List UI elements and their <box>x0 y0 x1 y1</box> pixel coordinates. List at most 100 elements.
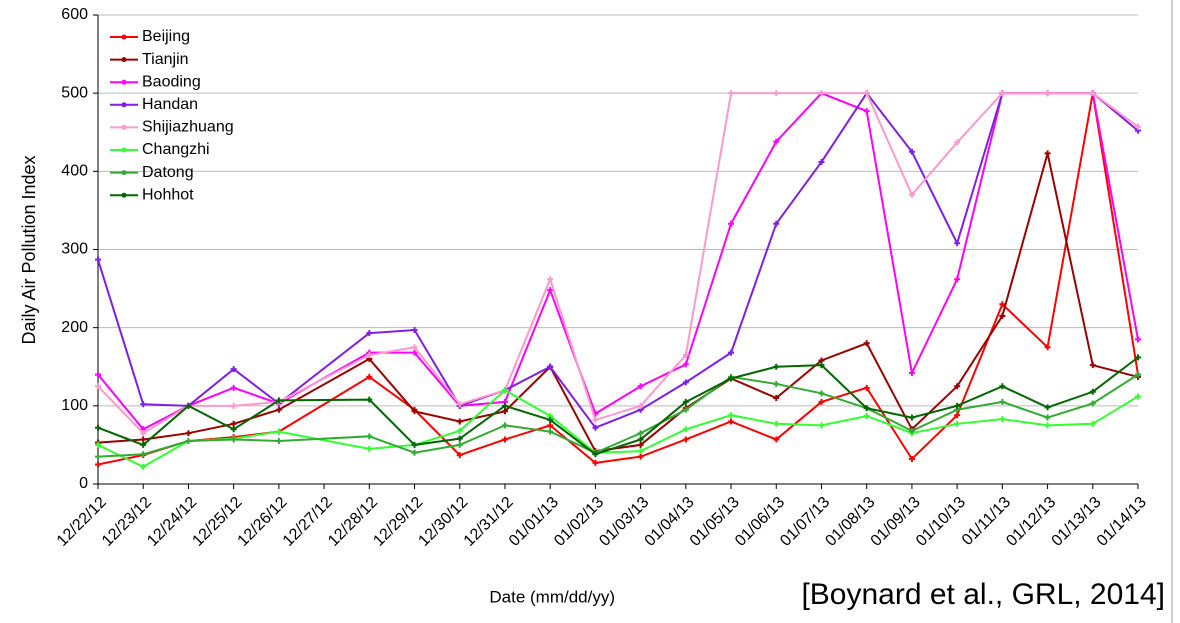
data-point <box>95 461 101 468</box>
data-point <box>954 383 961 390</box>
series-line <box>97 388 1139 468</box>
data-point <box>818 390 825 397</box>
data-point <box>140 430 147 437</box>
data-point <box>773 420 780 427</box>
data-point <box>637 383 644 390</box>
data-point <box>140 441 147 448</box>
data-point <box>95 256 101 263</box>
data-point <box>411 349 418 356</box>
legend-label: Shijiazhuang <box>142 119 234 136</box>
data-point <box>954 139 961 146</box>
data-point <box>954 420 961 427</box>
data-point <box>863 412 870 419</box>
data-point <box>1044 344 1051 351</box>
data-point <box>908 148 915 155</box>
data-point <box>637 453 644 460</box>
data-point <box>818 90 825 97</box>
data-point <box>1044 414 1051 421</box>
data-point <box>818 398 825 405</box>
data-point <box>140 451 147 458</box>
data-point <box>954 276 961 283</box>
legend-marker <box>121 170 127 176</box>
data-point <box>1044 404 1051 411</box>
data-point <box>818 362 825 369</box>
series-line <box>97 91 1139 429</box>
data-point <box>592 416 599 423</box>
series-line <box>97 153 1139 453</box>
legend-label: Datong <box>142 164 194 181</box>
data-point <box>954 412 961 419</box>
legend-label: Hohhot <box>142 186 194 203</box>
data-point <box>728 375 735 382</box>
legend-marker <box>121 57 127 63</box>
data-point <box>275 406 282 413</box>
data-point <box>95 453 101 460</box>
x-axis-label: Date (mm/dd/yy) <box>489 587 615 606</box>
data-point <box>863 108 870 115</box>
data-point <box>592 424 599 431</box>
data-point <box>818 422 825 429</box>
data-point <box>275 428 282 435</box>
legend-label: Tianjin <box>142 51 189 68</box>
x-tick-label: 01/10/13 <box>913 494 969 550</box>
series-line <box>97 91 1139 431</box>
data-point <box>230 426 237 433</box>
data-point <box>908 427 915 434</box>
data-point <box>230 384 237 391</box>
y-tick-label: 100 <box>61 397 88 414</box>
data-point <box>456 401 463 408</box>
legend-marker <box>121 124 127 130</box>
data-point <box>411 441 418 448</box>
data-point <box>501 387 508 394</box>
series-line <box>97 92 1139 466</box>
x-tick-label: 01/14/13 <box>1094 494 1150 550</box>
data-point <box>999 90 1006 97</box>
data-point <box>501 402 508 409</box>
data-point <box>95 424 101 431</box>
data-point <box>275 438 282 445</box>
data-point <box>728 220 735 227</box>
y-tick-label: 300 <box>61 241 88 258</box>
data-point <box>728 90 735 97</box>
data-point <box>954 240 961 247</box>
data-point <box>682 406 689 413</box>
legend-marker <box>121 147 127 153</box>
data-point <box>863 340 870 347</box>
data-point <box>456 441 463 448</box>
y-tick-label: 500 <box>61 84 88 101</box>
data-point <box>999 383 1006 390</box>
data-point <box>999 398 1006 405</box>
data-point <box>728 418 735 425</box>
data-point <box>366 445 373 452</box>
data-point <box>592 459 599 466</box>
data-point <box>95 383 101 390</box>
data-point <box>908 370 915 377</box>
data-point <box>547 428 554 435</box>
data-point <box>411 344 418 351</box>
data-point <box>682 352 689 359</box>
legend-marker <box>121 192 127 198</box>
legend-marker <box>121 102 127 108</box>
data-point <box>1044 90 1051 97</box>
data-point <box>366 352 373 359</box>
y-tick-label: 400 <box>61 163 88 180</box>
data-point <box>547 363 554 370</box>
data-point <box>366 373 373 380</box>
data-point <box>728 412 735 419</box>
data-point <box>95 441 101 448</box>
data-point <box>728 349 735 356</box>
data-point <box>637 441 644 448</box>
data-point <box>1089 420 1096 427</box>
data-point <box>682 379 689 386</box>
data-point <box>230 420 237 427</box>
data-point <box>1089 400 1096 407</box>
data-point <box>637 448 644 455</box>
data-point <box>1135 123 1141 130</box>
data-point <box>230 366 237 373</box>
data-point <box>908 455 915 462</box>
data-point <box>1135 354 1141 361</box>
data-point <box>95 371 101 378</box>
data-point <box>592 451 599 458</box>
data-point <box>637 402 644 409</box>
data-point <box>547 276 554 283</box>
